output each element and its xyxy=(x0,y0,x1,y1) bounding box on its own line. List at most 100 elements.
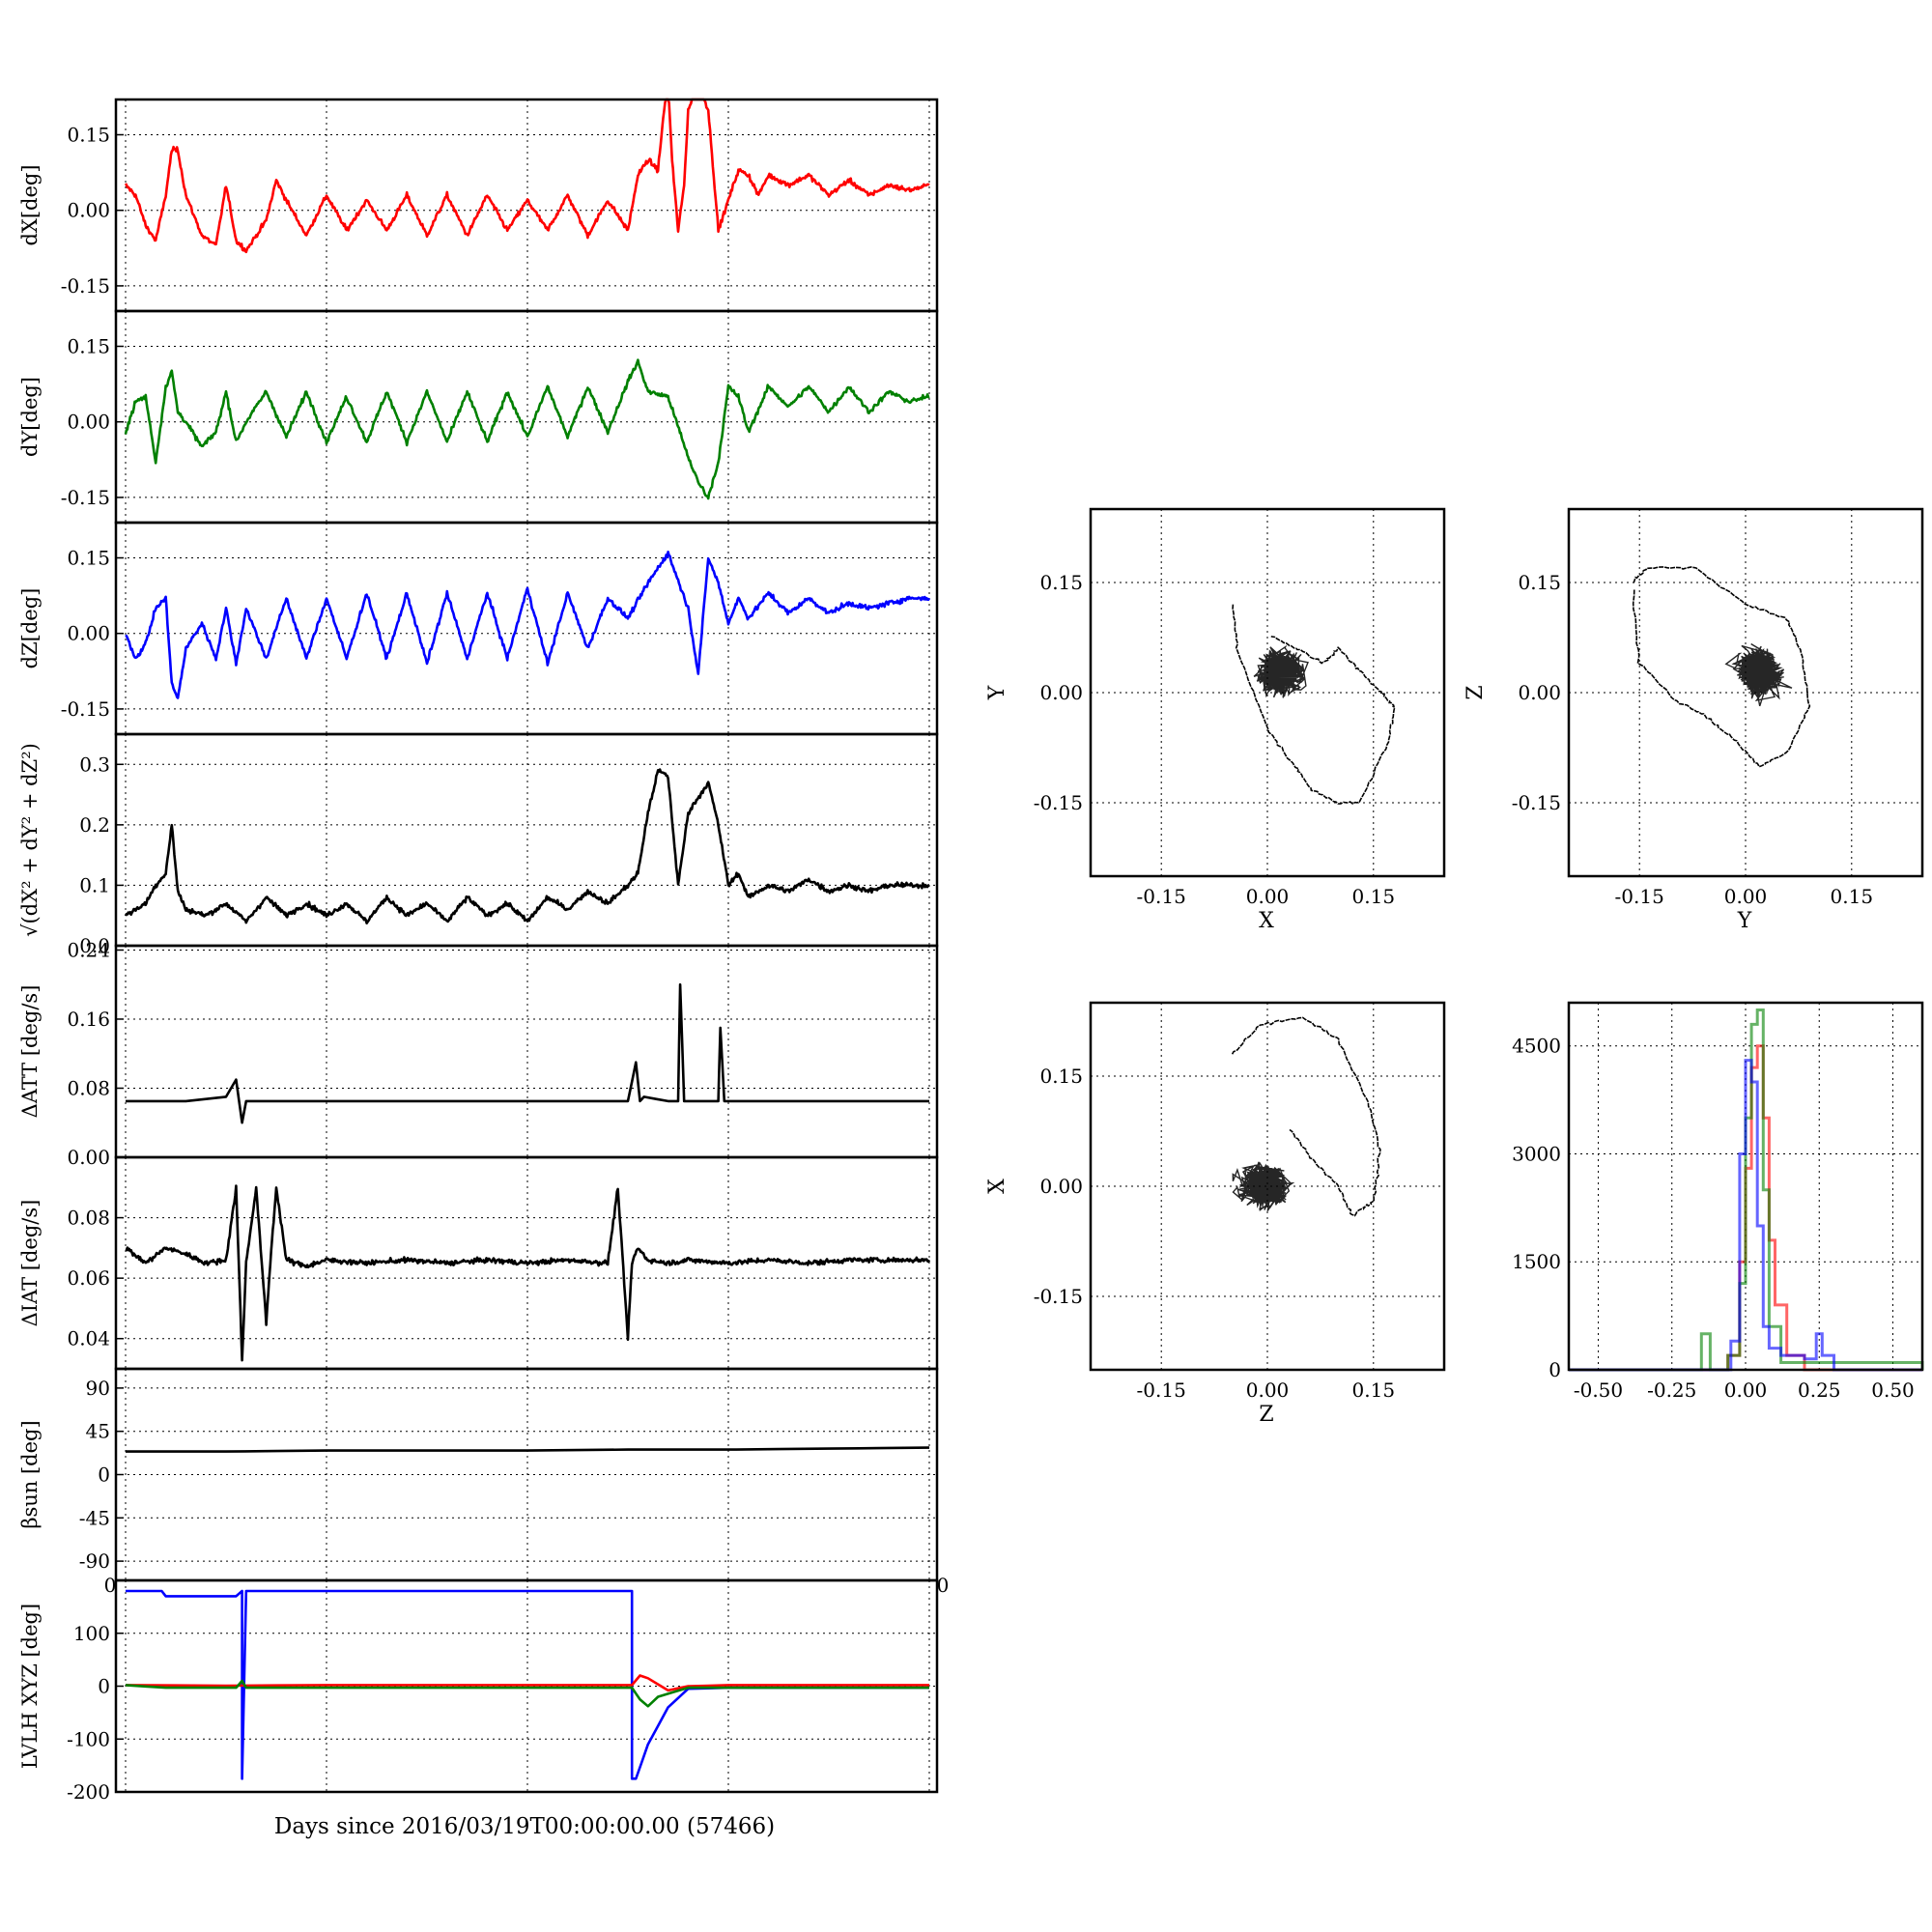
x-axis-label: Days since 2016/03/19T00:00:00.00 (57466… xyxy=(274,1814,775,1839)
panel-dx: -0.15 0.00 0.15 dX[deg] xyxy=(18,98,939,313)
y-axis-label: X xyxy=(985,1179,1009,1194)
panel-diat: 0.04 0.06 0.08 ΔIAT [deg/s] xyxy=(18,1155,939,1371)
series-line-dy-0 xyxy=(124,358,930,500)
y-tick-label: 0.00 xyxy=(1039,681,1083,704)
panel-frame xyxy=(1089,1001,1446,1372)
x-tick-label: -0.15 xyxy=(1137,1378,1186,1402)
x-tick-label: 0.15 xyxy=(1352,885,1396,908)
panel-frame xyxy=(1567,507,1924,878)
histogram-panel: -0.50 -0.25 0.00 0.25 0.50 0 1500 3000 4500 xyxy=(1512,1001,1924,1402)
series-line-mag-0 xyxy=(124,768,930,924)
y-tick-label: -0.15 xyxy=(61,697,110,721)
x-axis-label: Z xyxy=(1259,1403,1273,1427)
y-tick-label: 0.2 xyxy=(79,813,110,837)
y-tick-label: 0.08 xyxy=(67,1207,110,1230)
y-tick-label: 0 xyxy=(1548,1358,1561,1381)
y-axis-label: Y xyxy=(985,685,1009,700)
y-tick-label: 0.00 xyxy=(67,622,110,645)
y-tick-label: 1500 xyxy=(1512,1250,1561,1273)
y-tick-label: 0.1 xyxy=(79,873,110,896)
series-line-datt-0 xyxy=(126,982,929,1124)
series-line-beta-0 xyxy=(126,1446,930,1453)
y-axis-label: ΔATT [deg/s] xyxy=(18,985,42,1119)
y-axis-label: dY[deg] xyxy=(18,377,42,457)
series-line-dz-0 xyxy=(125,551,931,699)
y-tick-label: 0.00 xyxy=(67,199,110,222)
y-tick-label: 0.08 xyxy=(67,1076,110,1099)
y-tick-label: 0.00 xyxy=(67,411,110,434)
scatter-loop-xy xyxy=(1232,604,1396,805)
panel-beta: -90 -45 0 45 90 βsun [deg] xyxy=(18,1367,939,1582)
scatter-yz: -0.15 -0.15 0.00 0.00 0.15 0.15 Y Z xyxy=(1463,507,1924,933)
x-tick-label: 0.15 xyxy=(1352,1378,1396,1402)
y-axis-label: βsun [deg] xyxy=(18,1420,42,1528)
y-tick-label: 0.06 xyxy=(67,1266,110,1290)
time-series-stack: -0.150.000.15dX[deg]-0.150.000.15dY[deg]… xyxy=(18,98,950,1804)
panel-frame xyxy=(1089,507,1446,878)
panel-frame xyxy=(1567,1001,1924,1372)
series-line-diat-0 xyxy=(125,1184,931,1362)
scatter-xy: -0.15 -0.15 0.00 0.00 0.15 0.15 X Y xyxy=(985,507,1446,933)
y-tick-label: 0.3 xyxy=(79,753,110,776)
y-tick-label: -0.15 xyxy=(1512,791,1561,814)
y-axis-label: LVLH XYZ [deg] xyxy=(18,1604,42,1769)
x-tick-label: 0.00 xyxy=(1246,1378,1290,1402)
panel-frame xyxy=(114,98,939,313)
y-axis-label: ΔIAT [deg/s] xyxy=(18,1200,42,1327)
y-tick-label: -100 xyxy=(67,1727,110,1750)
y-axis-label: dX[deg] xyxy=(18,164,42,245)
scatter-grid: -0.15 -0.15 0.00 0.00 0.15 0.15 X Y -0.15 -0.15 0.… xyxy=(985,507,1924,1427)
y-tick-label: 0.00 xyxy=(67,1146,110,1169)
x-tick-label: 0.50 xyxy=(1871,1378,1915,1402)
y-tick-label: 0.15 xyxy=(1039,571,1083,594)
y-tick-label: -0.15 xyxy=(1034,1285,1083,1308)
x-tick-label-right: 0 xyxy=(937,1574,950,1597)
scatter-zx: -0.15 -0.15 0.00 0.00 0.15 0.15 Z X xyxy=(985,1001,1446,1427)
panel-dy: -0.15 0.00 0.15 dY[deg] xyxy=(18,309,939,525)
panel-frame xyxy=(114,309,939,525)
y-axis-label: dZ[deg] xyxy=(18,588,42,669)
x-tick-label: 0.00 xyxy=(1724,1378,1768,1402)
x-tick-label: -0.15 xyxy=(1615,885,1664,908)
panel-datt: 0.00 0.08 0.16 0.24 ΔATT [deg/s] xyxy=(18,938,939,1169)
y-tick-label: 0.16 xyxy=(67,1008,110,1031)
x-tick-label: 0.00 xyxy=(1724,885,1768,908)
x-tick-label: -0.15 xyxy=(1137,885,1186,908)
y-tick-label: 100 xyxy=(73,1622,110,1645)
panel-frame xyxy=(114,1578,939,1794)
y-tick-label: 3000 xyxy=(1512,1142,1561,1165)
y-tick-label: 0.15 xyxy=(1518,571,1561,594)
y-tick-label: 0.04 xyxy=(67,1327,110,1350)
y-tick-label: 0.0 xyxy=(79,934,110,957)
x-tick-label-left: 0 xyxy=(104,1574,117,1597)
series-line-lvlh-2 xyxy=(125,1679,929,1708)
series-line-lvlh-1 xyxy=(125,1674,929,1692)
y-tick-label: 0.15 xyxy=(67,335,110,358)
y-tick-label: 0.15 xyxy=(1039,1065,1083,1088)
scatter-cluster-zx xyxy=(1232,1161,1295,1212)
panel-mag: 0.0 0.1 0.2 0.3 √(dX² + dY² + dZ²) xyxy=(18,732,939,957)
y-axis-label: √(dX² + dY² + dZ²) xyxy=(18,743,42,937)
scatter-cluster-xy xyxy=(1253,644,1309,698)
y-tick-label: 0.15 xyxy=(67,547,110,570)
scatter-loop-yz xyxy=(1632,566,1811,768)
y-axis-label: Z xyxy=(1463,685,1488,699)
y-tick-label: 0.00 xyxy=(1039,1175,1083,1198)
y-tick-label: 0 xyxy=(98,1675,110,1698)
panel-lvlh: -200 -100 0 100 LVLH XYZ [deg] xyxy=(18,1578,939,1804)
x-tick-label: 0.15 xyxy=(1831,885,1874,908)
series-line-dx-0 xyxy=(124,98,930,254)
x-axis-label: Y xyxy=(1737,909,1752,933)
panel-frame xyxy=(114,521,939,736)
x-tick-label: 0.00 xyxy=(1246,885,1290,908)
x-tick-label: 0.25 xyxy=(1798,1378,1841,1402)
y-tick-label: -0.15 xyxy=(61,486,110,509)
y-tick-label: 0.24 xyxy=(67,938,110,961)
series-line-lvlh-0 xyxy=(126,1589,929,1780)
histogram-line-2 xyxy=(1569,1059,1922,1372)
y-tick-label: -45 xyxy=(79,1506,110,1529)
panel-frame xyxy=(114,944,939,1159)
histogram-line-1 xyxy=(1569,1009,1924,1372)
y-tick-label: 90 xyxy=(86,1377,110,1400)
